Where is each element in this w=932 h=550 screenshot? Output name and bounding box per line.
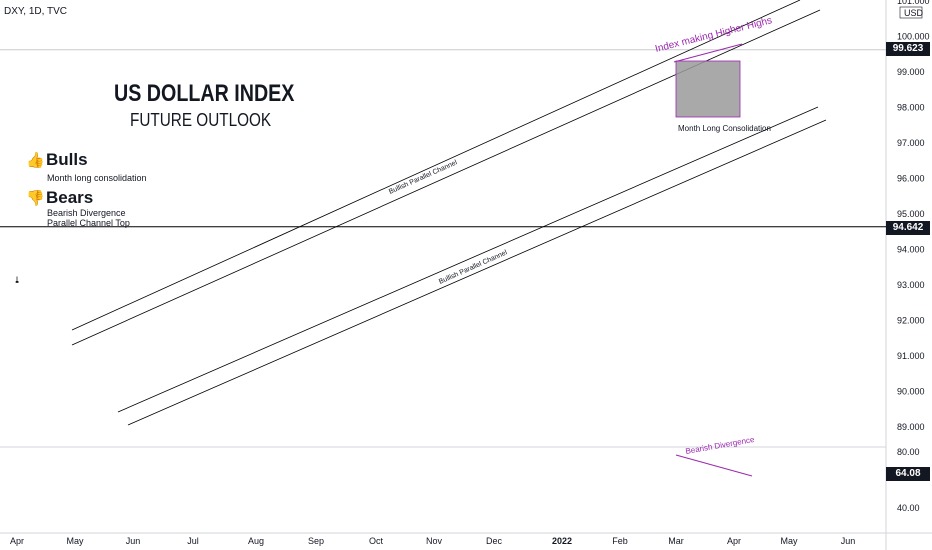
x-tick-label: Sep: [308, 536, 324, 546]
level-price-tag: 94.642: [886, 221, 930, 235]
y-tick-label: 100.000: [897, 32, 930, 42]
x-tick-label: Oct: [369, 536, 384, 546]
x-tick-label: Dec: [486, 536, 503, 546]
higher-highs-label: Index making Higher Highs: [654, 15, 773, 55]
consolidation-label: Month Long Consolidation: [678, 124, 771, 133]
upper-channel-line-inner: [71, 9, 821, 346]
divergence-label: Bearish Divergence: [685, 435, 756, 456]
bulls-note: Month long consolidation: [47, 173, 147, 183]
upper-channel-line-outer: [71, 0, 801, 331]
bears-note-channel-top: Parallel Channel Top: [47, 218, 130, 228]
lower-channel-line-inner: [117, 106, 819, 413]
lower-channel-line-outer: [127, 119, 827, 426]
lower-channel-label: Bullish Parallel Channel: [438, 249, 509, 286]
x-tick-label: Jun: [126, 536, 141, 546]
y-tick-label: 92.000: [897, 316, 925, 326]
x-tick-label: May: [66, 536, 84, 546]
x-tick-label: 2022: [552, 536, 572, 546]
x-tick-label: Jul: [187, 536, 199, 546]
oscillator-tick-label: 40.00: [897, 503, 920, 513]
y-tick-label: 96.000: [897, 174, 925, 184]
upper-channel-label: Bullish Parallel Channel: [388, 159, 459, 196]
x-tick-label: Apr: [10, 536, 24, 546]
y-tick-label: 99.000: [897, 67, 925, 77]
consolidation-box: [675, 60, 741, 118]
y-tick-label: 94.000: [897, 245, 925, 255]
bulls-heading: 👍 Bulls: [26, 150, 88, 170]
y-tick-label: 93.000: [897, 280, 925, 290]
candle-body: [15, 281, 19, 283]
chart-sub-title: FUTURE OUTLOOK: [130, 110, 272, 130]
bears-heading: 👎 Bears: [26, 188, 93, 208]
currency-box: [899, 6, 923, 19]
x-tick-label: Jun: [841, 536, 856, 546]
bears-note-divergence: Bearish Divergence: [47, 208, 126, 218]
symbol-label: DXY, 1D, TVC: [4, 6, 67, 17]
bulls-label: Bulls: [46, 150, 88, 169]
y-tick-label: 89.000: [897, 422, 925, 432]
x-tick-label: Aug: [248, 536, 264, 546]
y-tick-label: 97.000: [897, 138, 925, 148]
x-tick-label: Apr: [727, 536, 741, 546]
x-tick-label: Mar: [668, 536, 684, 546]
y-tick-label: 90.000: [897, 387, 925, 397]
x-tick-label: May: [780, 536, 798, 546]
y-tick-label: 98.000: [897, 103, 925, 113]
divergence-trendline: [675, 454, 753, 477]
chart-main-title: US DOLLAR INDEX: [114, 80, 295, 107]
currency-label: USD: [904, 8, 924, 18]
thumbs-up-icon: 👍: [26, 152, 45, 169]
x-tick-label: Feb: [612, 536, 628, 546]
x-tick-label: Nov: [426, 536, 443, 546]
oscillator-value-tag: 64.08: [886, 467, 930, 481]
bears-label: Bears: [46, 188, 94, 207]
y-tick-label: 91.000: [897, 351, 925, 361]
oscillator-tick-label: 80.00: [897, 447, 920, 457]
last-price-tag: 99.623: [886, 42, 930, 56]
thumbs-down-icon: 👎: [26, 190, 45, 207]
y-tick-label: 101.000: [897, 0, 930, 6]
higher-highs-trendline: [673, 43, 743, 63]
y-tick-label: 95.000: [897, 209, 925, 219]
